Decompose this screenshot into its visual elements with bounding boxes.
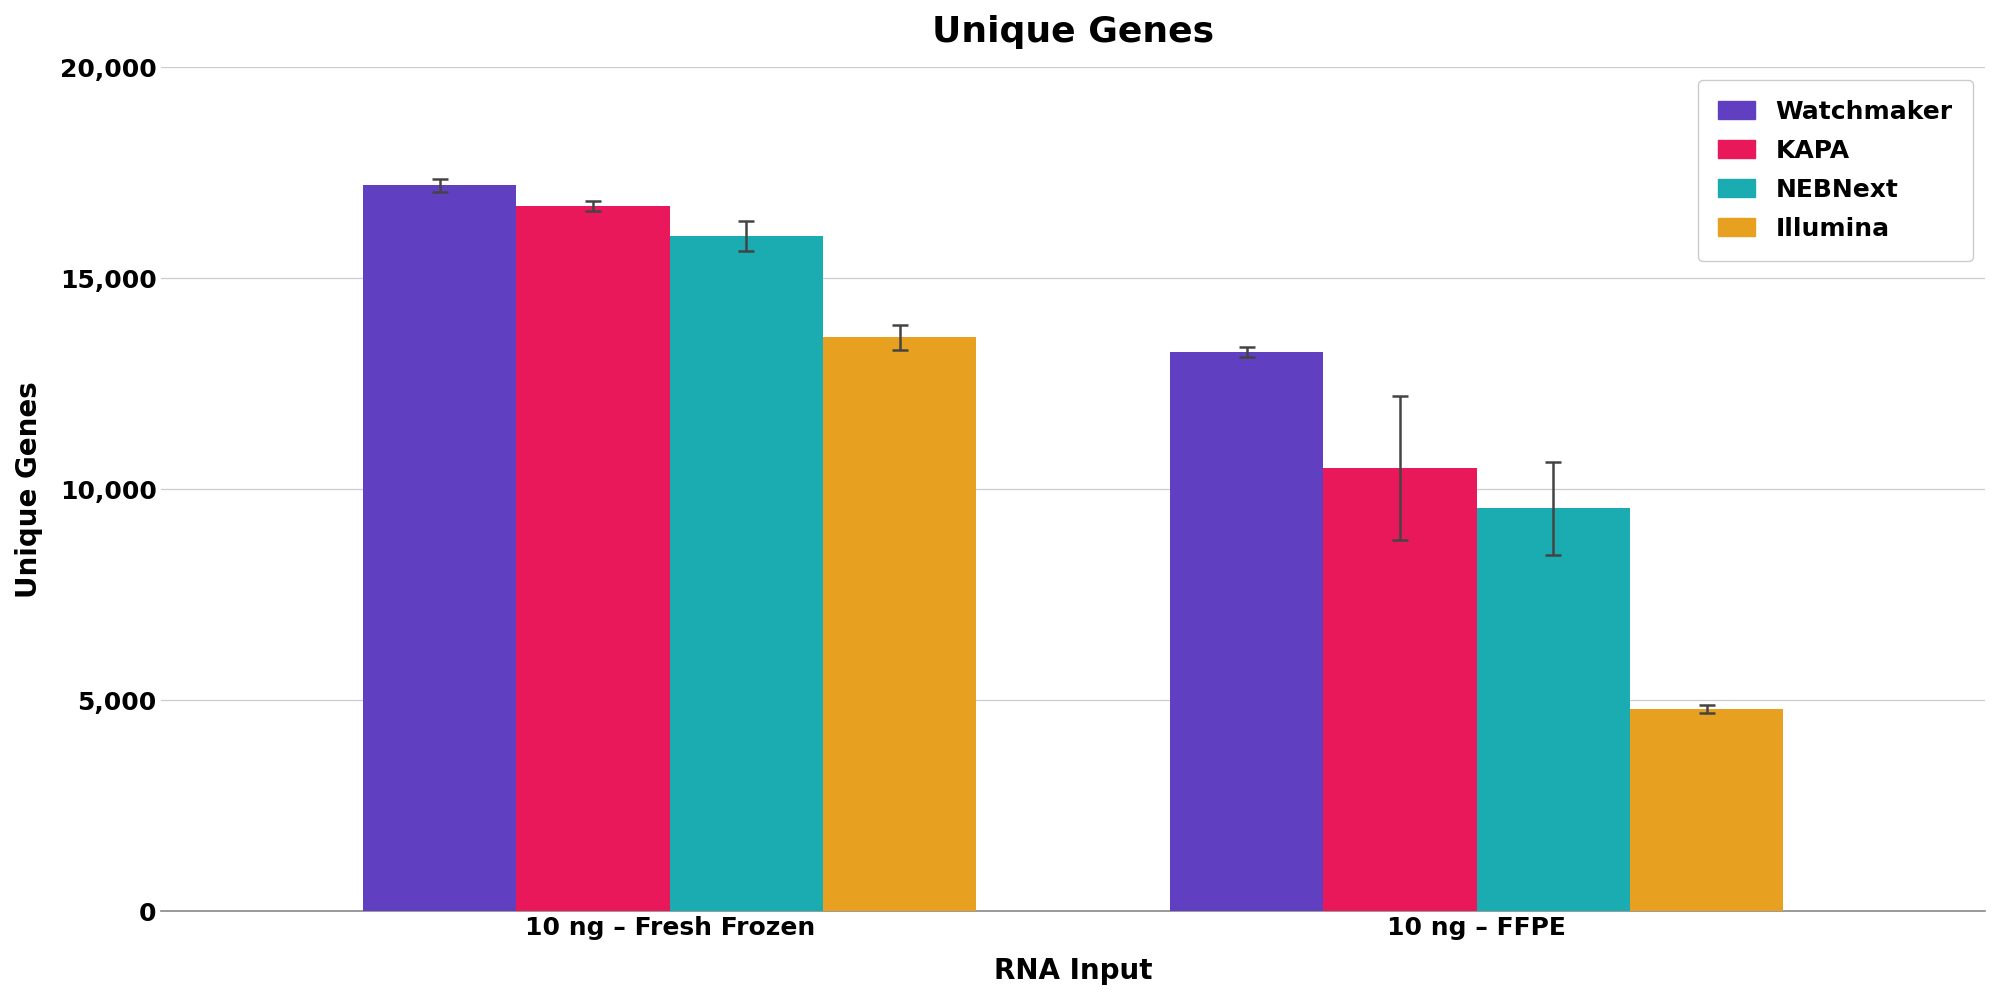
Bar	[364, 185, 516, 911]
Bar	[1324, 468, 1476, 911]
Bar	[1630, 709, 1784, 911]
Bar	[1476, 508, 1630, 911]
Bar	[824, 337, 976, 911]
Y-axis label: Unique Genes: Unique Genes	[14, 381, 44, 598]
Legend: Watchmaker, KAPA, NEBNext, Illumina: Watchmaker, KAPA, NEBNext, Illumina	[1698, 80, 1972, 261]
Title: Unique Genes: Unique Genes	[932, 15, 1214, 49]
Bar	[516, 206, 670, 911]
Bar	[1170, 352, 1324, 911]
X-axis label: RNA Input: RNA Input	[994, 957, 1152, 985]
Bar	[670, 236, 824, 911]
